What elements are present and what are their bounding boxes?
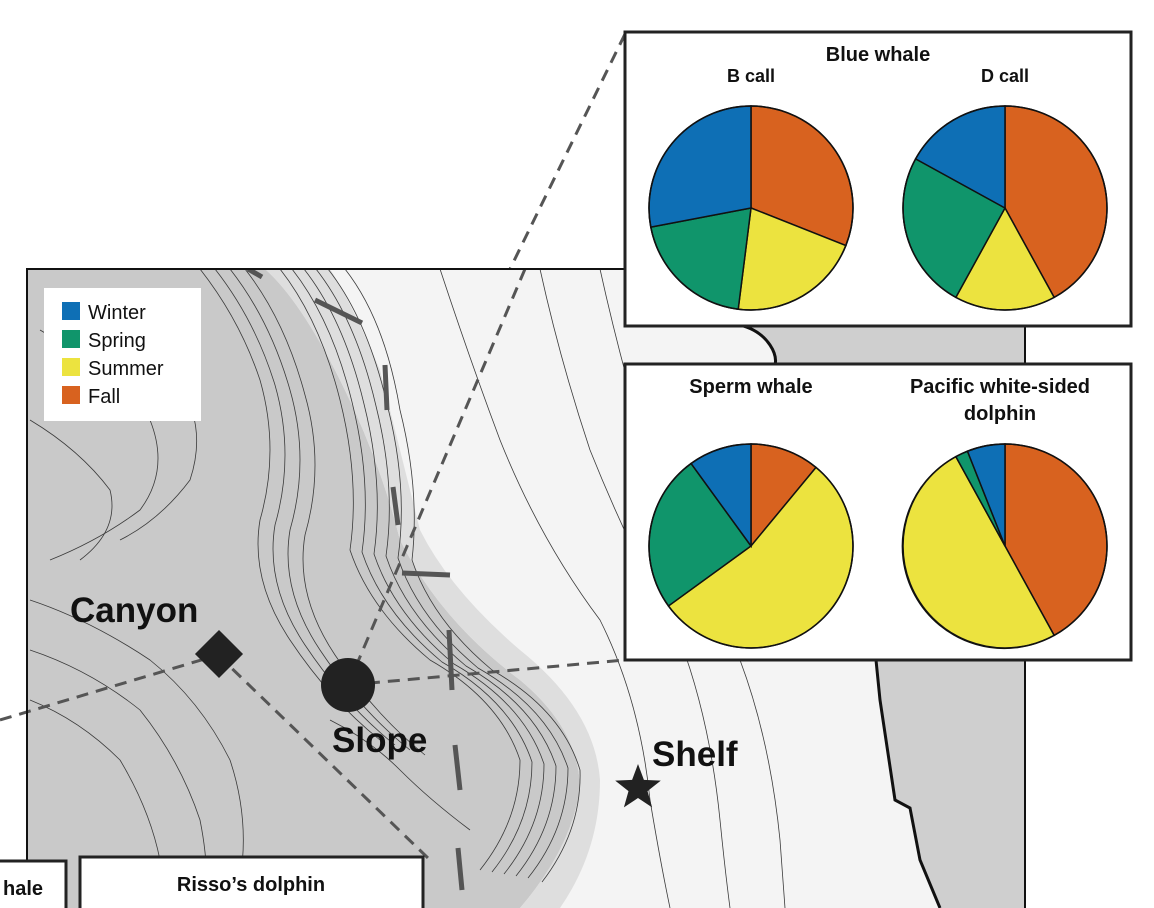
pie-title-sperm-whale: Sperm whale bbox=[689, 376, 812, 398]
panel-blue-whale-title: Blue whale bbox=[826, 44, 930, 66]
pie-outline bbox=[902, 443, 1108, 649]
panel-sperm-dolphin: Sperm whale Pacific white-sided dolphin bbox=[623, 362, 1133, 662]
legend-swatch-fall bbox=[62, 386, 80, 404]
boundary-dashes bbox=[246, 269, 465, 891]
panel-partial-left-title: hale bbox=[3, 878, 43, 900]
pie-chart-pacific-white-sided-dolphin bbox=[901, 443, 1108, 650]
legend-label-spring: Spring bbox=[88, 330, 146, 352]
deep-water-area bbox=[27, 269, 580, 908]
legend: Winter Spring Summer Fall bbox=[44, 288, 201, 421]
pie-title-pwsd-line1: Pacific white-sided bbox=[910, 376, 1090, 398]
connector-upper bbox=[508, 33, 627, 270]
pie-chart-d-call bbox=[902, 105, 1108, 311]
slope-label: Slope bbox=[332, 721, 427, 760]
legend-swatch-winter bbox=[62, 302, 80, 320]
panel-partial-left bbox=[0, 859, 68, 908]
legend-swatch-summer bbox=[62, 358, 80, 376]
panel-risso-title: Risso’s dolphin bbox=[177, 874, 325, 896]
pie-title-d-call: D call bbox=[981, 66, 1029, 86]
slope-band bbox=[265, 269, 600, 908]
pie-title-pwsd-line2: dolphin bbox=[964, 403, 1036, 425]
panel-risso-box bbox=[78, 855, 425, 908]
bottom-panels: hale Risso’s dolphin bbox=[0, 855, 425, 908]
panel-blue-whale: Blue whale B call D call bbox=[623, 30, 1133, 328]
canyon-marker-icon bbox=[194, 629, 244, 679]
canyon-label: Canyon bbox=[70, 591, 198, 630]
pie-outline bbox=[648, 105, 854, 311]
legend-swatch-spring bbox=[62, 330, 80, 348]
pie-outline bbox=[648, 443, 854, 649]
connector-canyon-left bbox=[0, 653, 219, 722]
pie-outline bbox=[902, 105, 1108, 311]
connector-canyon-risso bbox=[216, 653, 432, 862]
pie-chart-sperm-whale bbox=[648, 443, 854, 649]
shelf-marker-star-icon bbox=[615, 764, 661, 808]
shelf-label: Shelf bbox=[652, 735, 738, 774]
legend-label-summer: Summer bbox=[88, 358, 164, 380]
pie-title-b-call: B call bbox=[727, 66, 775, 86]
legend-label-winter: Winter bbox=[88, 302, 146, 324]
pie-chart-b-call bbox=[648, 105, 854, 311]
legend-label-fall: Fall bbox=[88, 386, 120, 408]
slope-marker-icon bbox=[321, 658, 375, 712]
connector-slope-sperm-whale bbox=[347, 658, 626, 687]
